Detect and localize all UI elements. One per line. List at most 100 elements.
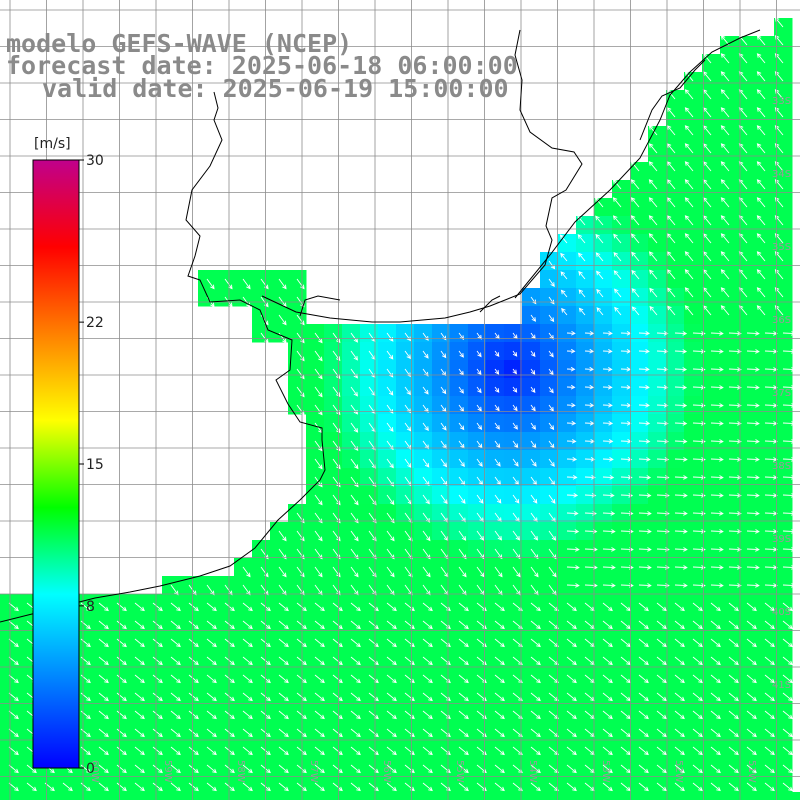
latitude-label: 33S: [772, 96, 791, 107]
wind-arrow: [242, 584, 251, 596]
wind-arrow: [242, 638, 253, 648]
wind-arrow: [728, 493, 742, 498]
wind-arrow: [476, 530, 485, 541]
wind-arrow: [188, 656, 199, 666]
wind-arrow: [422, 584, 431, 596]
wind-arrow: [560, 271, 568, 280]
wind-speed-cell: [576, 216, 595, 235]
wind-arrow: [631, 269, 640, 280]
wind-arrow: [594, 197, 604, 208]
longitude-label: 51W: [746, 760, 757, 783]
wind-speed-cell: [576, 306, 595, 325]
wind-arrow: [630, 215, 640, 226]
wind-speed-cell: [774, 180, 793, 199]
wind-arrow: [656, 403, 669, 408]
wind-speed-cell: [702, 90, 721, 109]
wind-arrow: [170, 584, 179, 596]
longitude-label: 55W: [454, 760, 465, 783]
wind-arrow: [566, 330, 576, 336]
latitude-label: 37S: [772, 388, 791, 399]
wind-speed-cell: [612, 306, 631, 325]
wind-arrow: [674, 421, 688, 426]
wind-arrow: [368, 746, 379, 756]
wind-arrow: [440, 656, 451, 666]
wind-arrow: [476, 566, 485, 578]
wind-arrow: [422, 692, 433, 702]
wind-arrow: [710, 638, 721, 648]
wind-arrow: [206, 656, 217, 666]
wind-arrow: [566, 366, 576, 372]
wind-arrow: [80, 692, 91, 702]
wind-arrow: [224, 728, 235, 738]
wind-arrow: [674, 493, 688, 498]
wind-arrow: [296, 278, 305, 290]
wind-arrow: [368, 638, 379, 648]
wind-arrow: [116, 620, 127, 630]
wind-arrow: [116, 602, 127, 612]
wind-arrow: [684, 125, 694, 136]
wind-arrow: [134, 692, 145, 702]
wind-arrow: [710, 385, 724, 390]
wind-arrow: [80, 638, 91, 648]
wind-arrow: [512, 386, 518, 393]
wind-arrow: [494, 656, 505, 666]
wind-speed-cell: [648, 306, 667, 325]
wind-arrow: [728, 602, 739, 612]
wind-arrow: [566, 547, 580, 552]
longitude-label: 58W: [235, 760, 246, 783]
wind-arrow: [612, 215, 622, 226]
wind-speed-cell: [756, 144, 775, 163]
wind-arrow: [684, 161, 694, 172]
wind-arrow: [332, 638, 343, 648]
wind-arrow: [648, 125, 658, 136]
wind-arrow: [170, 728, 181, 738]
wind-arrow: [692, 674, 703, 684]
wind-arrow: [296, 638, 307, 648]
wind-arrow: [242, 692, 253, 702]
wind-speed-cell: [90, 792, 109, 800]
wind-arrow: [350, 458, 359, 470]
wind-arrow: [530, 566, 539, 578]
wind-arrow: [638, 349, 650, 354]
wind-arrow: [386, 782, 397, 792]
wind-speed-cell: [774, 216, 793, 235]
wind-arrow: [756, 233, 766, 244]
wind-arrow: [278, 638, 289, 648]
wind-arrow: [638, 331, 650, 336]
wind-arrow: [674, 656, 685, 666]
wind-arrow: [152, 764, 163, 774]
wind-arrow: [494, 746, 505, 756]
wind-arrow: [720, 35, 730, 46]
wind-arrow: [638, 367, 650, 372]
wind-arrow: [566, 656, 577, 666]
wind-arrow: [584, 565, 598, 570]
wind-arrow: [458, 566, 467, 578]
wind-speed-cell: [198, 792, 217, 800]
wind-arrow: [720, 251, 730, 262]
wind-arrow: [242, 566, 251, 578]
wind-arrow: [656, 656, 667, 666]
wind-arrow: [630, 161, 640, 172]
wind-speed-cell: [558, 270, 577, 289]
wind-speed-cell: [684, 90, 703, 109]
wind-arrow: [296, 728, 307, 738]
wind-arrow: [314, 728, 325, 738]
wind-arrow: [548, 314, 555, 323]
wind-arrow: [756, 53, 766, 64]
wind-arrow: [8, 620, 19, 630]
wind-arrow: [566, 764, 577, 774]
wind-arrow: [649, 269, 658, 280]
wind-arrow: [674, 331, 688, 336]
wind-speed-cell: [666, 180, 685, 199]
wind-arrow: [674, 475, 688, 480]
wind-speed-cell: [684, 72, 703, 91]
wind-speed-cell: [720, 108, 739, 127]
wind-arrow: [656, 710, 667, 720]
wind-arrow: [684, 107, 694, 118]
wind-speed-cell: [648, 792, 667, 800]
wind-arrow: [494, 620, 505, 630]
wind-arrow: [152, 692, 163, 702]
wind-arrow: [188, 638, 199, 648]
wind-arrow: [596, 288, 604, 298]
